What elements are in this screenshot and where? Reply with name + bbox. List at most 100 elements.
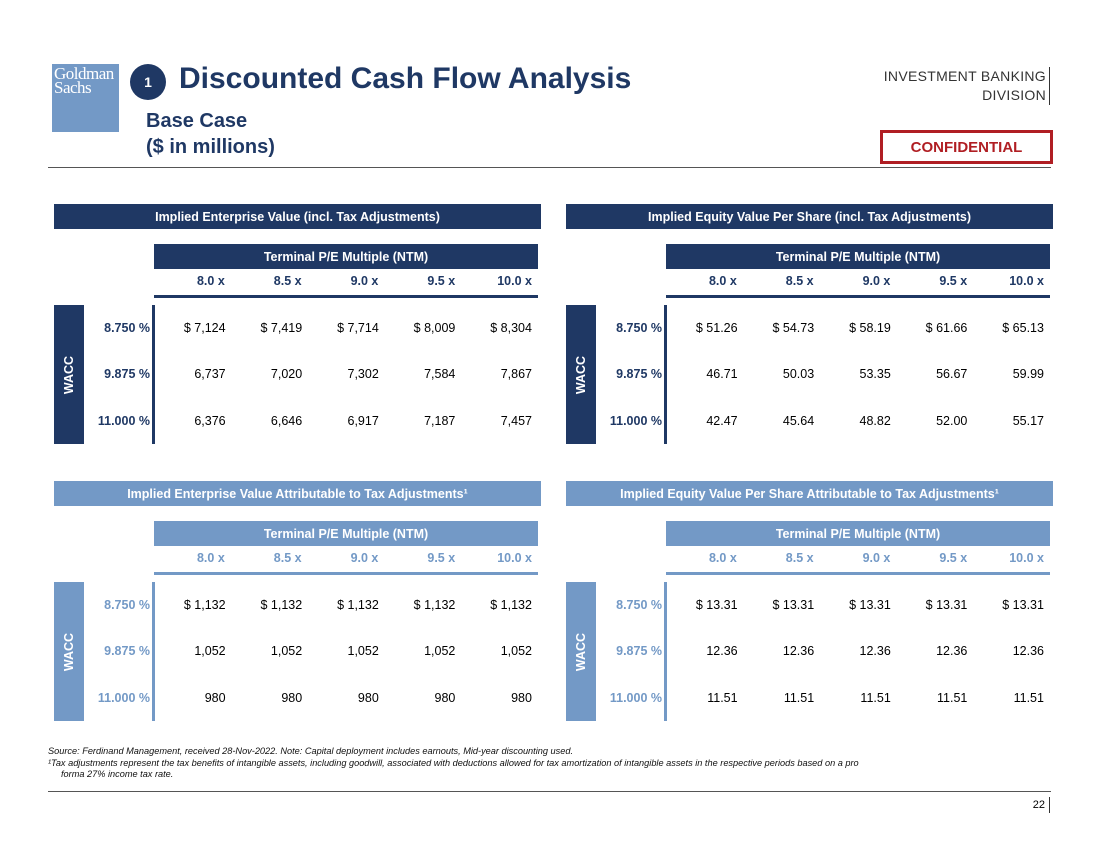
page-number: 22 — [1033, 797, 1050, 813]
table-cell: 7,867 — [500, 367, 532, 382]
table-cell: $ 7,714 — [337, 321, 379, 336]
table-cell: 56.67 — [936, 367, 968, 382]
multiple-underline — [666, 295, 1050, 298]
table-cell: $ 51.26 — [695, 321, 738, 336]
table-row: 11.000 % 11.51 11.51 11.51 11.51 11.51 — [596, 675, 1050, 721]
multiple-header: Terminal P/E Multiple (NTM) — [154, 244, 538, 269]
table-row: 9.875 % 46.71 50.03 53.35 56.67 59.99 — [596, 351, 1050, 397]
panel-title: Implied Enterprise Value (incl. Tax Adju… — [54, 204, 541, 229]
row-label-divider — [152, 305, 155, 444]
confidential-stamp: CONFIDENTIAL — [880, 130, 1053, 164]
table-cell: 6,646 — [270, 413, 303, 428]
table-cell: 1,052 — [500, 644, 532, 659]
multiple-label: 9.0 x — [862, 551, 891, 565]
tax-footnote-continued: forma 27% income tax rate. — [61, 769, 174, 779]
table-cell: $ 1,132 — [260, 598, 303, 613]
table-cell: $ 13.31 — [849, 598, 891, 613]
logo-line-1: Goldman — [54, 64, 114, 83]
table-cell: $ 8,304 — [490, 321, 532, 336]
wacc-axis-label: WACC — [54, 305, 84, 444]
table-cell: 7,457 — [500, 413, 532, 428]
table-cell: 6,737 — [194, 367, 226, 382]
multiple-underline — [154, 572, 538, 575]
sensitivity-table: 8.750 % $ 7,124 $ 7,419 $ 7,714 $ 8,009 … — [84, 305, 538, 444]
row-label-divider — [152, 582, 155, 721]
multiple-label: 8.5 x — [273, 551, 302, 565]
table-cell: 11.51 — [1013, 690, 1044, 705]
table-cell: 980 — [204, 690, 226, 705]
multiple-columns: 8.0 x 8.5 x 9.0 x 9.5 x 10.0 x — [154, 551, 538, 571]
wacc-row-label: 8.750 % — [104, 321, 150, 336]
multiple-label: 9.5 x — [427, 551, 456, 565]
table-cell: 980 — [281, 690, 303, 705]
table-cell: 6,376 — [194, 413, 226, 428]
multiple-label: 9.0 x — [350, 551, 379, 565]
source-note: Source: Ferdinand Management, received 2… — [48, 746, 574, 756]
table-cell: $ 1,132 — [490, 598, 532, 613]
footer-divider — [48, 791, 1051, 792]
panel-title: Implied Equity Value Per Share (incl. Ta… — [566, 204, 1053, 229]
multiple-label: 8.0 x — [708, 551, 737, 565]
multiple-label: 8.0 x — [196, 274, 225, 288]
multiple-label: 10.0 x — [1009, 274, 1044, 288]
multiple-columns: 8.0 x 8.5 x 9.0 x 9.5 x 10.0 x — [666, 551, 1050, 571]
table-row: 9.875 % 6,737 7,020 7,302 7,584 7,867 — [84, 351, 538, 397]
table-cell: 11.51 — [860, 690, 891, 705]
table-cell: 42.47 — [706, 413, 738, 428]
multiple-header: Terminal P/E Multiple (NTM) — [154, 521, 538, 546]
panel-equity-per-share-attributable-to-tax-adjustments: Implied Equity Value Per Share Attributa… — [566, 481, 1053, 721]
multiple-label: 10.0 x — [1009, 551, 1044, 565]
multiple-label: 8.0 x — [708, 274, 737, 288]
table-row: 8.750 % $ 51.26 $ 54.73 $ 58.19 $ 61.66 … — [596, 305, 1050, 351]
table-cell: $ 54.73 — [772, 321, 815, 336]
multiple-label: 8.5 x — [785, 551, 814, 565]
multiple-label: 9.5 x — [427, 274, 456, 288]
multiple-label: 9.5 x — [939, 274, 968, 288]
wacc-axis-label: WACC — [566, 582, 596, 721]
table-cell: 7,020 — [270, 367, 303, 382]
multiple-header: Terminal P/E Multiple (NTM) — [666, 521, 1050, 546]
table-cell: $ 13.31 — [925, 598, 968, 613]
table-cell: $ 7,419 — [260, 321, 303, 336]
table-cell: $ 13.31 — [1002, 598, 1044, 613]
wacc-row-label: 8.750 % — [104, 598, 150, 613]
multiple-label: 9.0 x — [862, 274, 891, 288]
table-row: 9.875 % 12.36 12.36 12.36 12.36 12.36 — [596, 628, 1050, 674]
table-cell: 7,302 — [347, 367, 379, 382]
table-cell: 52.00 — [936, 413, 968, 428]
table-cell: 980 — [511, 690, 532, 705]
footnotes: Source: Ferdinand Management, received 2… — [48, 746, 1051, 781]
table-cell: 59.99 — [1012, 367, 1044, 382]
table-cell: 1,052 — [424, 644, 456, 659]
page-title: Discounted Cash Flow Analysis — [179, 62, 632, 95]
table-cell: $ 61.66 — [925, 321, 968, 336]
wacc-text: WACC — [62, 632, 77, 671]
multiple-label: 8.5 x — [785, 274, 814, 288]
table-cell: 48.82 — [859, 413, 891, 428]
subtitle-case: Base Case — [146, 110, 248, 132]
wacc-row-label: 11.000 % — [97, 413, 150, 428]
table-row: 11.000 % 6,376 6,646 6,917 7,187 7,457 — [84, 398, 538, 444]
logo-line-2: Sachs — [54, 78, 92, 97]
wacc-text: WACC — [574, 355, 589, 394]
table-cell: $ 1,132 — [413, 598, 456, 613]
table-cell: 12.36 — [936, 644, 968, 659]
row-label-divider — [664, 305, 667, 444]
multiple-underline — [154, 295, 538, 298]
multiple-label: 9.0 x — [350, 274, 379, 288]
table-cell: 11.51 — [707, 690, 738, 705]
table-cell: $ 58.19 — [849, 321, 891, 336]
table-cell: 1,052 — [347, 644, 379, 659]
table-cell: 980 — [434, 690, 456, 705]
table-cell: 12.36 — [859, 644, 891, 659]
panel-implied-equity-value-per-share: Implied Equity Value Per Share (incl. Ta… — [566, 204, 1053, 444]
table-cell: $ 1,132 — [183, 598, 226, 613]
table-cell: $ 7,124 — [183, 321, 226, 336]
table-cell: $ 65.13 — [1002, 321, 1044, 336]
table-cell: $ 13.31 — [695, 598, 738, 613]
wacc-row-label: 9.875 % — [104, 644, 150, 659]
table-row: 8.750 % $ 13.31 $ 13.31 $ 13.31 $ 13.31 … — [596, 582, 1050, 628]
wacc-row-label: 9.875 % — [616, 644, 662, 659]
table-cell: 12.36 — [706, 644, 738, 659]
table-cell: 11.51 — [937, 690, 968, 705]
